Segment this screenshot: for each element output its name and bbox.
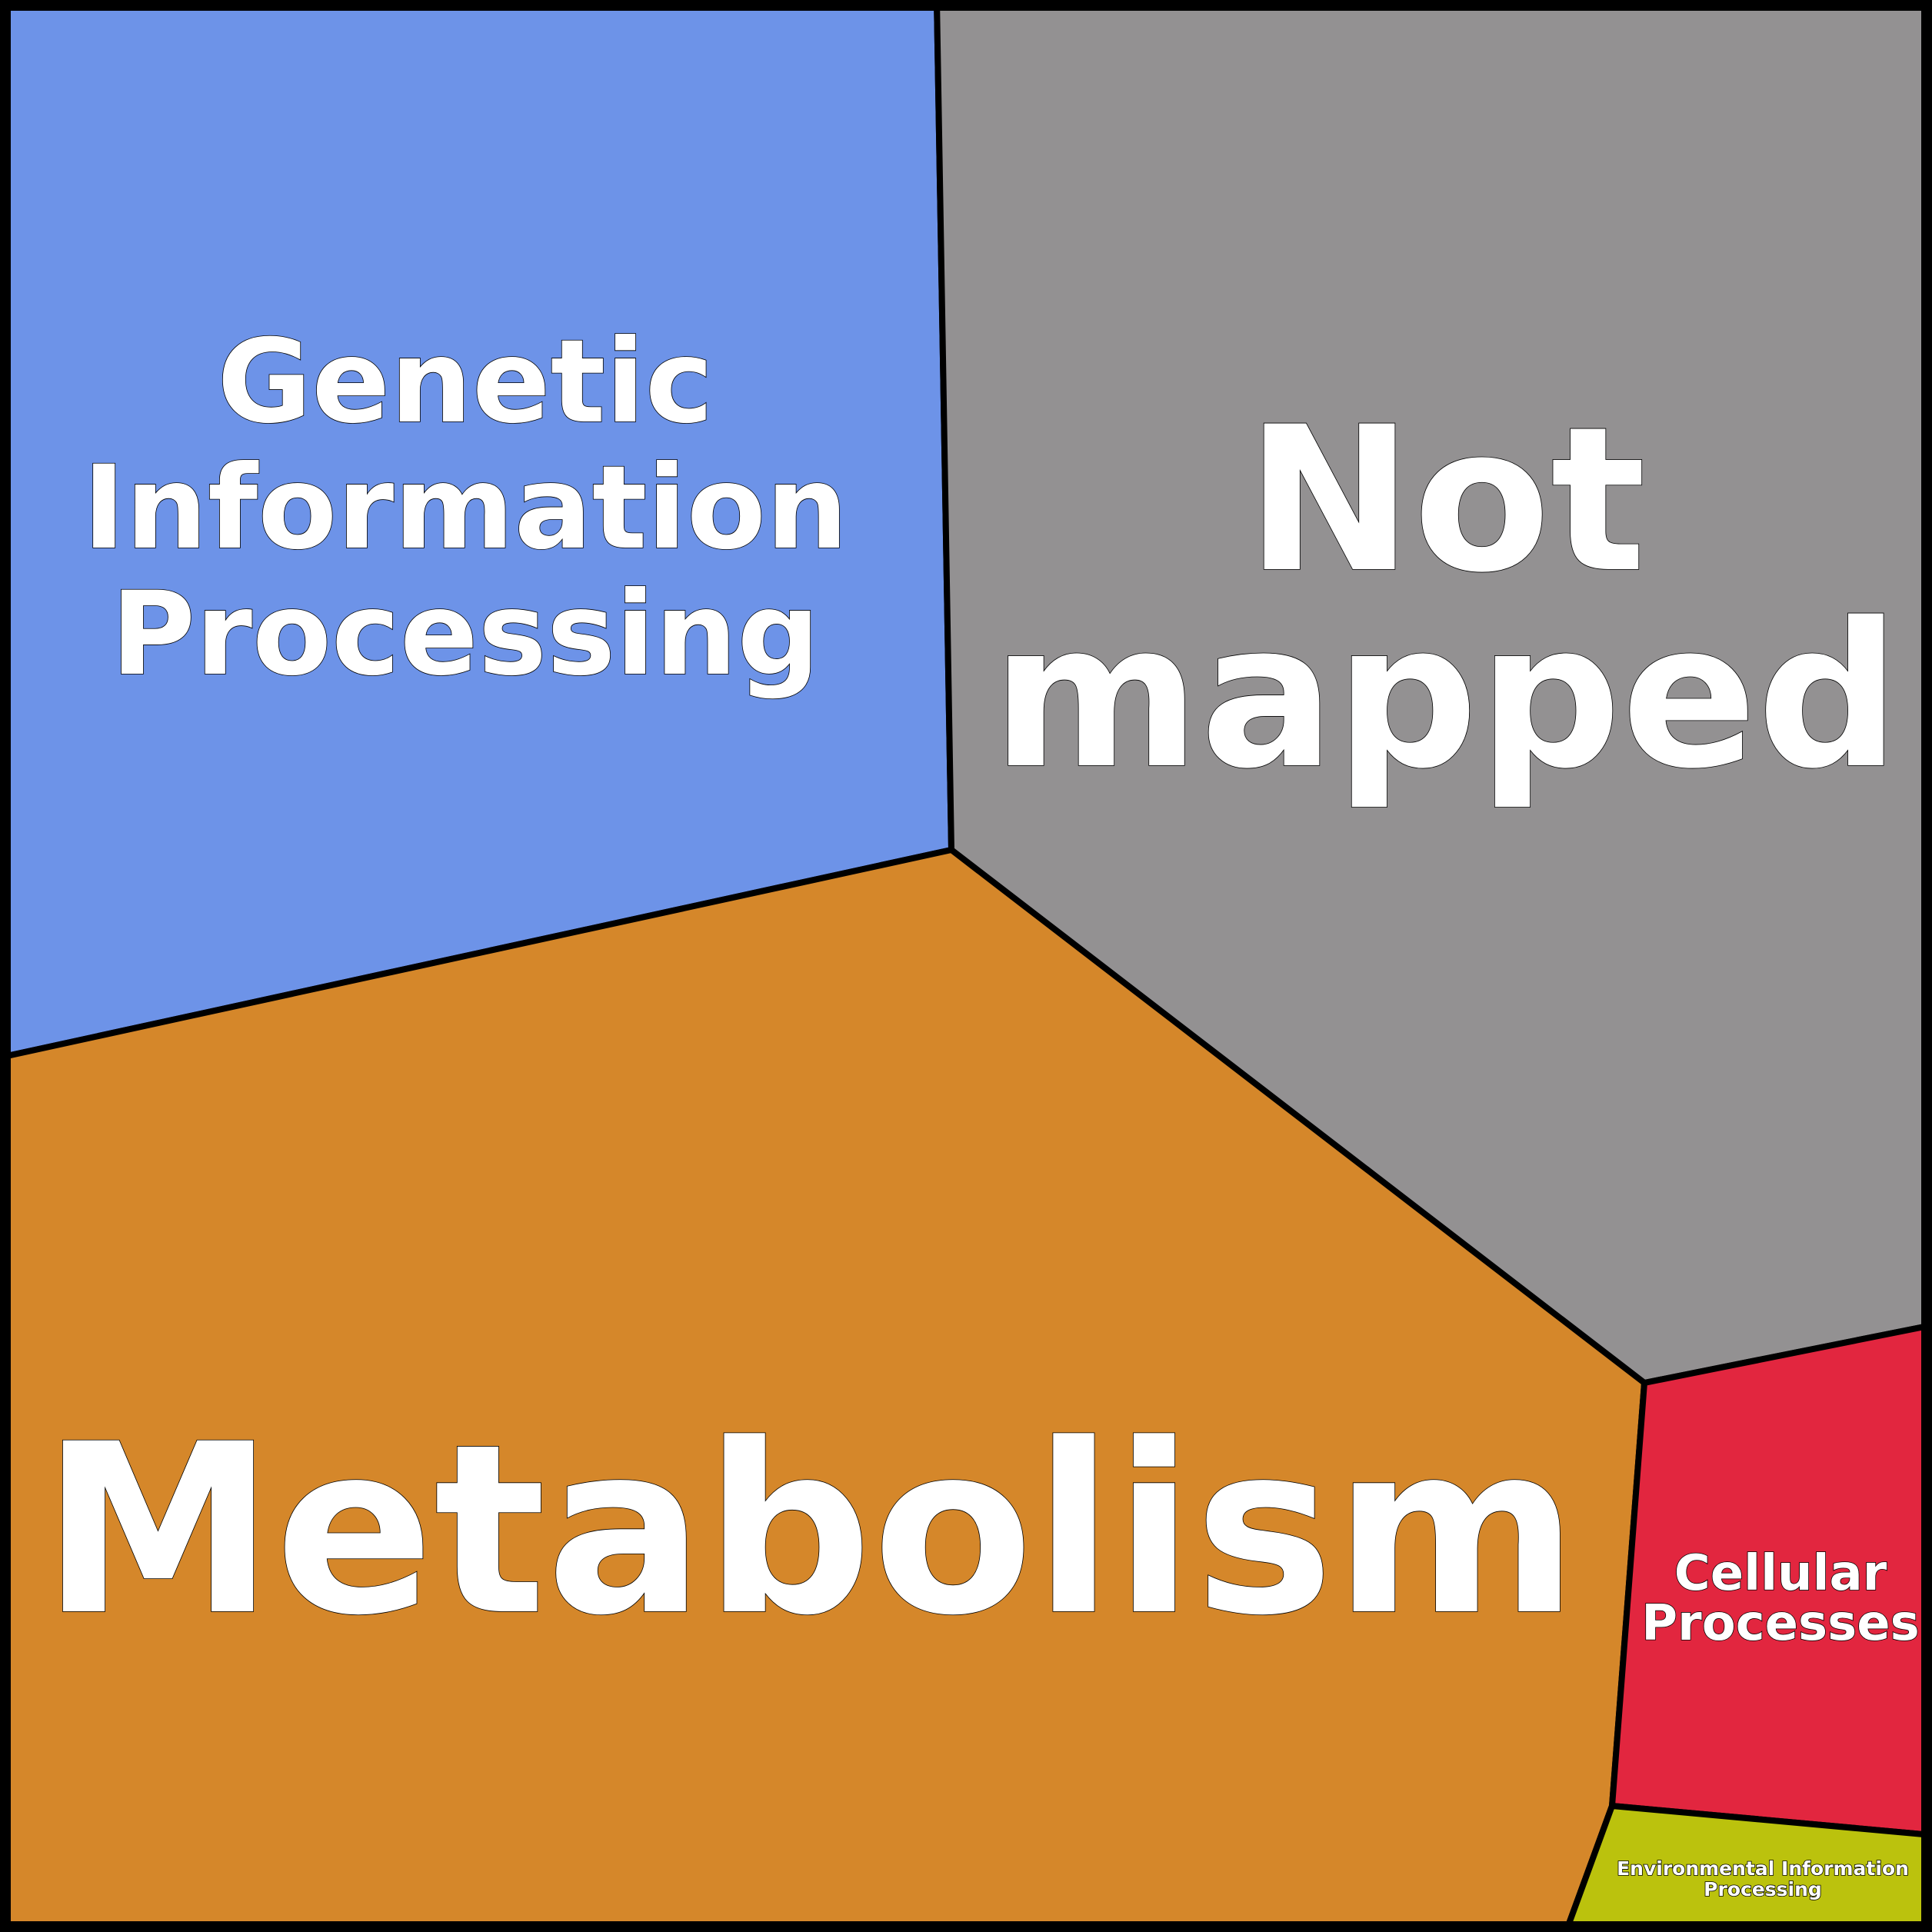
label-environmental-line: Environmental Information bbox=[1617, 1857, 1909, 1880]
label-genetic-line: Information bbox=[82, 441, 848, 575]
label-cellular-line: Cellular bbox=[1674, 1545, 1887, 1602]
label-genetic-line: Processing bbox=[111, 568, 820, 701]
label-metabolism: Metabolism bbox=[42, 1394, 1578, 1667]
label-not-mapped-line: mapped bbox=[991, 581, 1900, 813]
label-cellular: Cellular Processes bbox=[1641, 1545, 1919, 1652]
cell-cellular bbox=[1609, 1322, 1932, 1838]
label-environmental: Environmental Information Processing bbox=[1617, 1857, 1909, 1900]
label-metabolism-line: Metabolism bbox=[42, 1394, 1578, 1667]
label-cellular-line: Processes bbox=[1641, 1595, 1919, 1652]
label-not-mapped-line: Not bbox=[1246, 385, 1647, 617]
cell-environmental bbox=[1563, 1803, 1932, 1932]
label-environmental-line: Processing bbox=[1704, 1878, 1822, 1900]
label-not-mapped: Not mapped bbox=[991, 385, 1900, 813]
label-genetic-line: Genetic bbox=[217, 315, 713, 449]
label-genetic: Genetic Information Processing bbox=[82, 315, 848, 701]
